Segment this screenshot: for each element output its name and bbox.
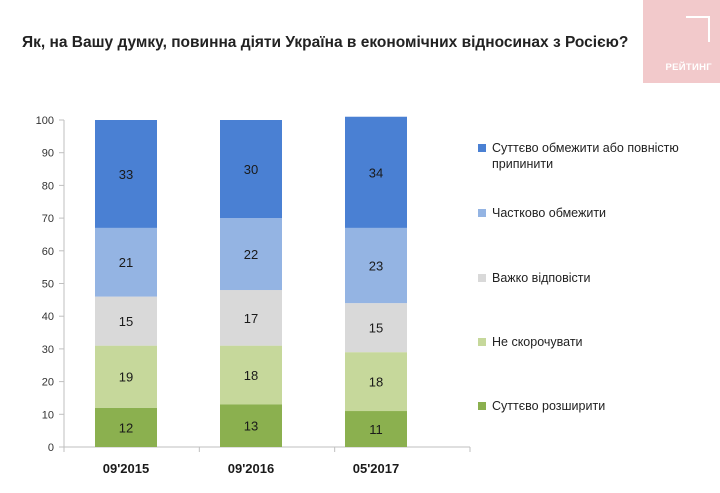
bar-segment (345, 303, 407, 353)
data-label: 33 (119, 167, 133, 182)
x-tick-label: 05'2017 (353, 461, 399, 476)
bar-segment (220, 345, 282, 405)
y-tick-label: 70 (42, 213, 54, 225)
bar-segment (220, 218, 282, 291)
bar-segment (220, 404, 282, 447)
data-label: 21 (119, 255, 133, 270)
y-tick-label: 30 (42, 344, 54, 356)
legend-item: Важко відповісти (478, 270, 708, 286)
y-tick-label: 40 (42, 311, 54, 323)
data-label: 22 (244, 247, 258, 262)
logo-text: РЕЙТИНГ (665, 62, 712, 73)
legend-swatch-icon (478, 274, 486, 282)
legend-label: Частково обмежити (492, 206, 607, 220)
y-tick-label: 90 (42, 148, 54, 160)
bar-segment (345, 116, 407, 228)
data-label: 12 (119, 420, 133, 435)
legend-swatch-icon (478, 402, 486, 410)
logo-mark-icon (686, 16, 710, 42)
data-label: 17 (244, 311, 258, 326)
data-label: 13 (244, 419, 258, 434)
bar-segment (345, 227, 407, 304)
legend-item: Суттєво розширити (478, 398, 708, 414)
chart-legend: Суттєво обмежити або повністю припинити Ч… (478, 0, 718, 493)
bar-segment (95, 296, 157, 346)
y-tick-label: 10 (42, 409, 54, 421)
data-label: 23 (369, 259, 383, 274)
y-tick-label: 20 (42, 377, 54, 389)
legend-swatch-icon (478, 209, 486, 217)
data-label: 18 (244, 368, 258, 383)
data-label: 30 (244, 162, 258, 177)
legend-item: Частково обмежити (478, 205, 708, 221)
brand-logo: РЕЙТИНГ (643, 0, 720, 83)
bar-segment (220, 120, 282, 219)
y-tick-label: 60 (42, 246, 54, 258)
bar-segment (95, 120, 157, 228)
legend-item: Не скорочувати (478, 334, 708, 350)
bar-segment (220, 290, 282, 346)
data-label: 18 (369, 375, 383, 390)
data-label: 34 (369, 165, 383, 180)
y-tick-label: 50 (42, 279, 54, 291)
legend-label: Суттєво розширити (492, 399, 606, 413)
data-label: 11 (369, 422, 383, 437)
data-label: 15 (119, 314, 133, 329)
bar-segment (345, 352, 407, 412)
bar-segment (95, 345, 157, 408)
x-tick-label: 09'2015 (103, 461, 149, 476)
legend-label: Не скорочувати (492, 335, 583, 349)
y-tick-label: 100 (36, 115, 54, 127)
data-label: 15 (369, 321, 383, 336)
x-tick-label: 09'2016 (228, 461, 274, 476)
legend-item: Суттєво обмежити або повністю припинити (478, 140, 708, 172)
data-label: 19 (119, 370, 133, 385)
y-tick-label: 0 (48, 442, 54, 454)
legend-swatch-icon (478, 144, 486, 152)
legend-label: Важко відповісти (492, 271, 591, 285)
bar-segment (345, 411, 407, 447)
y-tick-label: 80 (42, 180, 54, 192)
legend-label: Суттєво обмежити або повністю припинити (492, 141, 679, 171)
bar-segment (95, 407, 157, 447)
chart-title: Як, на Вашу думку, повинна діяти Україна… (22, 34, 629, 51)
bar-segment (95, 227, 157, 297)
legend-swatch-icon (478, 338, 486, 346)
